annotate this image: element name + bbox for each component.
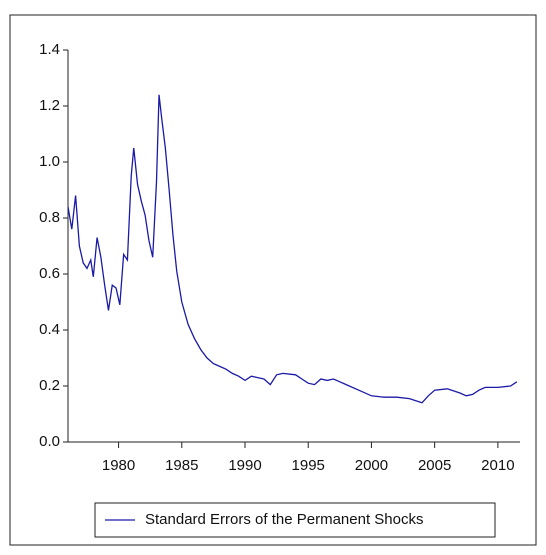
y-tick-label: 0.4 (39, 321, 60, 338)
y-tick-label: 0.2 (39, 377, 60, 394)
x-tick-label: 2010 (481, 457, 514, 474)
y-tick-label: 0.8 (39, 209, 60, 226)
legend-box (94, 502, 496, 538)
legend-label: Standard Errors of the Permanent Shocks (145, 511, 423, 528)
y-tick-label: 0.6 (39, 265, 60, 282)
x-tick-label: 2000 (355, 457, 388, 474)
frame (9, 14, 537, 546)
x-tick-label: 2005 (418, 457, 451, 474)
x-tick-label: 1995 (292, 457, 325, 474)
y-tick-label: 1.4 (39, 41, 60, 58)
x-tick-label: 1990 (228, 457, 261, 474)
series-line (67, 94, 518, 404)
y-tick-label: 1.2 (39, 97, 60, 114)
x-tick-label: 1980 (102, 457, 135, 474)
y-tick-label: 1.0 (39, 153, 60, 170)
y-tick-label: 0.0 (39, 433, 60, 450)
x-tick-label: 1985 (165, 457, 198, 474)
